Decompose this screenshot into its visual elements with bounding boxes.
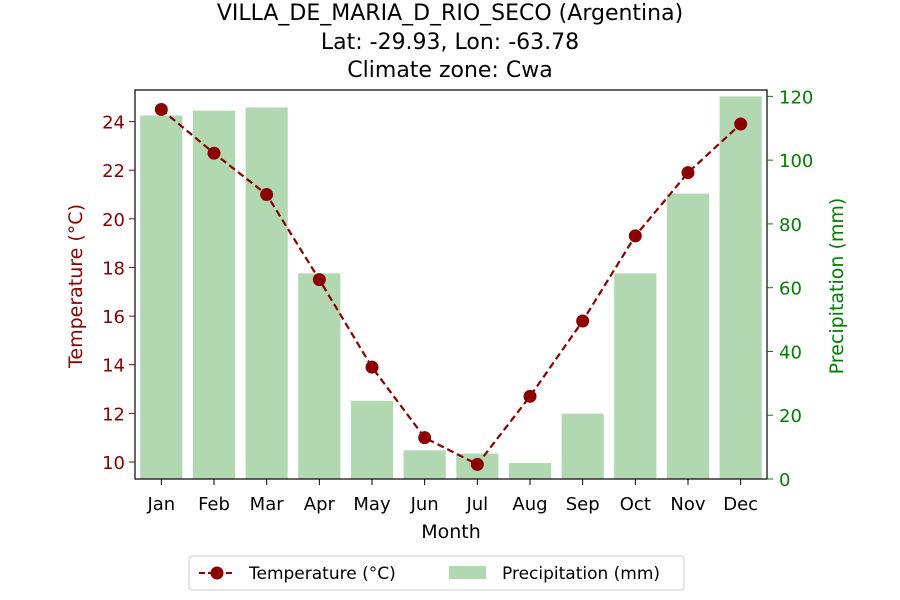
temperature-series-line	[160, 108, 742, 466]
temperature-point	[523, 389, 537, 403]
precipitation-tick-label: 100	[779, 151, 813, 172]
temperature-point	[207, 146, 221, 160]
precipitation-tick-label: 80	[779, 215, 802, 236]
legend: Temperature (°C) Precipitation (mm)	[188, 555, 685, 591]
temperature-point	[154, 102, 168, 116]
x-tick-label: Dec	[723, 494, 758, 515]
precipitation-bar	[192, 110, 236, 480]
precipitation-bar	[140, 115, 183, 480]
precipitation-bar	[245, 107, 288, 479]
temperature-axis: 10 12 14 16 18 20 22 24	[102, 113, 135, 474]
x-tick-label: Jan	[146, 494, 175, 515]
precipitation-tick-label: 120	[779, 87, 813, 108]
precipitation-bar	[298, 273, 341, 479]
precipitation-bar	[614, 273, 657, 479]
precipitation-tick-label: 20	[779, 406, 802, 427]
temperature-tick-label: 22	[102, 161, 125, 182]
title-line-3: Climate zone: Cwa	[347, 58, 552, 83]
x-tick-label: Jul	[465, 494, 488, 515]
y-axis-label-right: Precipitation (mm)	[826, 198, 848, 375]
x-tick-label: Feb	[198, 494, 230, 515]
temperature-tick-label: 10	[102, 453, 125, 474]
temperature-line	[154, 102, 748, 471]
precipitation-bar	[350, 400, 394, 479]
temperature-point	[734, 117, 748, 131]
x-tick-label: Oct	[620, 494, 651, 515]
title-line-1: VILLA_DE_MARIA_D_RIO_SECO (Argentina)	[217, 1, 683, 26]
temperature-point	[312, 273, 326, 287]
legend-temperature-marker-icon	[210, 566, 224, 580]
x-tick-label: Nov	[670, 494, 705, 515]
precipitation-bar	[508, 463, 552, 479]
precipitation-bar	[719, 96, 762, 480]
temperature-tick-label: 18	[102, 258, 125, 279]
temperature-point	[470, 457, 484, 471]
temperature-tick-label: 12	[102, 404, 125, 425]
plot-frame	[134, 89, 768, 480]
legend-precipitation-label: Precipitation (mm)	[502, 564, 660, 584]
legend-precipitation-swatch-icon	[449, 566, 486, 579]
precipitation-bars	[140, 96, 762, 480]
x-tick-label: May	[353, 494, 391, 515]
x-axis-label: Month	[421, 521, 481, 543]
precipitation-bar	[403, 450, 446, 479]
x-tick-label: Apr	[304, 494, 336, 515]
precipitation-bar	[561, 413, 604, 479]
legend-temperature-label: Temperature (°C)	[248, 564, 396, 584]
temperature-point	[681, 166, 695, 180]
temperature-point	[260, 188, 274, 202]
precipitation-axis: 0 20 40 60 80 100 120	[767, 87, 813, 491]
x-axis: Jan Feb Mar Apr May Jun Jul Aug Sep Oct Nov Dec	[146, 479, 758, 515]
title-line-2: Lat: -29.93, Lon: -63.78	[321, 30, 579, 55]
temperature-tick-label: 20	[102, 210, 125, 231]
temperature-point	[576, 314, 590, 328]
temperature-tick-label: 24	[102, 113, 125, 134]
x-tick-label: Aug	[512, 494, 547, 515]
temperature-tick-label: 16	[102, 307, 125, 328]
x-tick-label: Sep	[566, 494, 600, 515]
precipitation-tick-label: 0	[779, 470, 790, 491]
precipitation-bar	[666, 193, 710, 479]
x-tick-label: Mar	[250, 494, 285, 515]
x-tick-label: Jun	[410, 494, 439, 515]
temperature-point	[628, 229, 642, 243]
temperature-tick-label: 14	[102, 356, 125, 377]
chart-title: VILLA_DE_MARIA_D_RIO_SECO (Argentina) La…	[217, 1, 683, 83]
temperature-point	[365, 360, 379, 374]
precipitation-tick-label: 40	[779, 342, 802, 363]
legend-frame	[188, 555, 685, 591]
precipitation-tick-label: 60	[779, 279, 802, 300]
temperature-point	[418, 431, 432, 445]
y-axis-label-left: Temperature (°C)	[65, 204, 87, 369]
